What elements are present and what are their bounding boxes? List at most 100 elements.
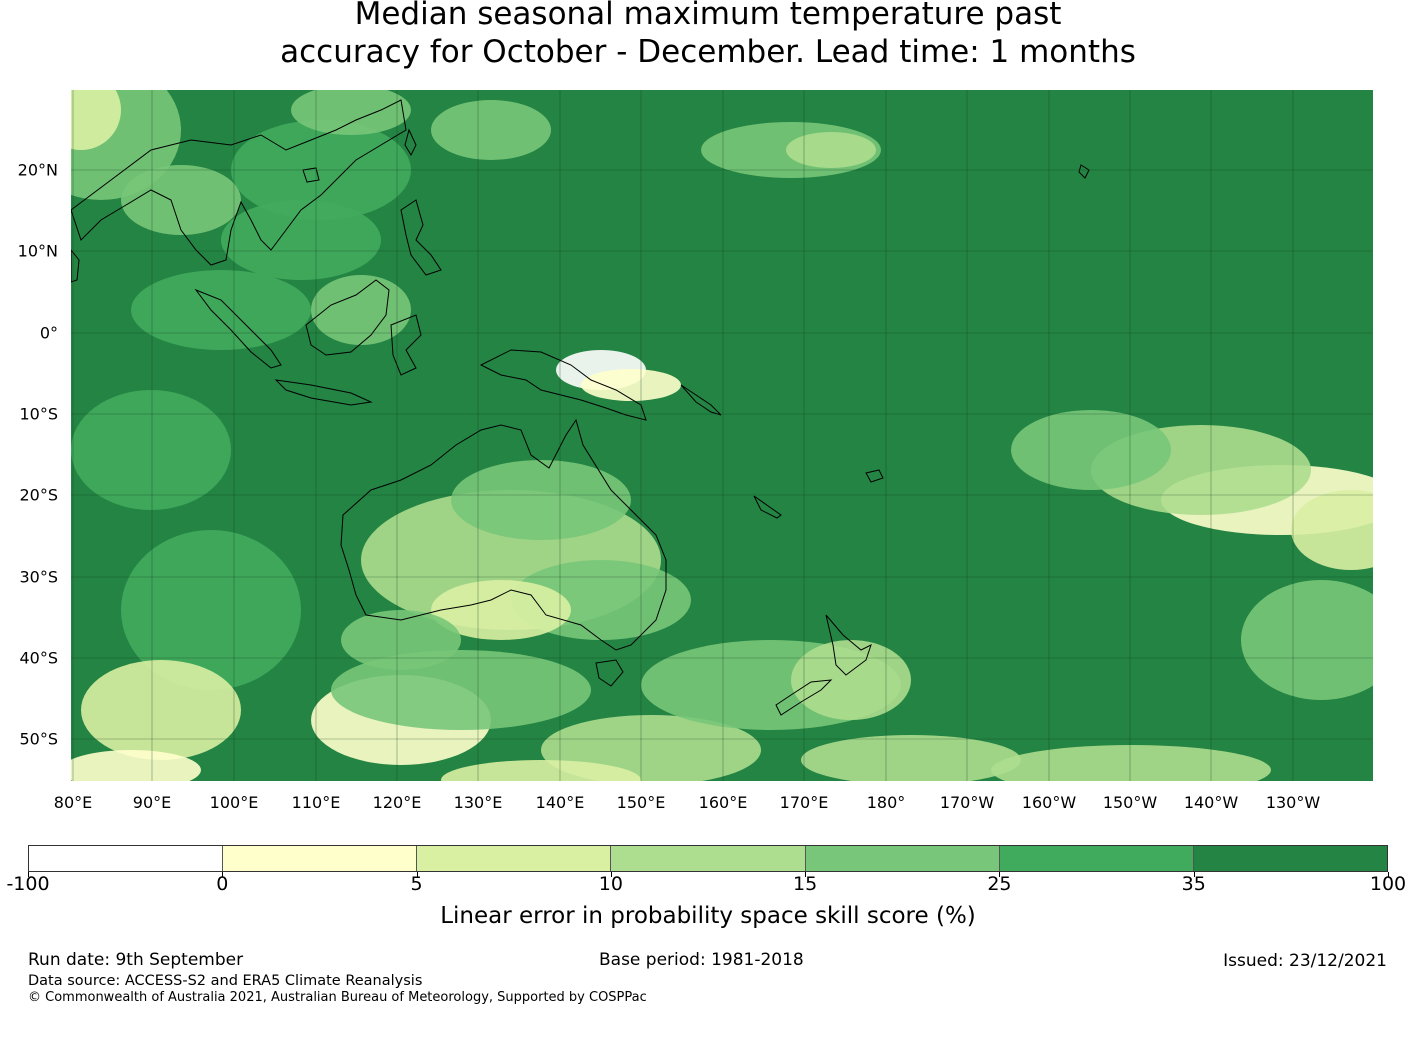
colorbar-tick-label: 35 — [1181, 873, 1206, 895]
skill-patch — [71, 750, 201, 781]
coastline — [595, 659, 624, 687]
coastline — [775, 679, 833, 716]
colorbar-tick-label: 15 — [793, 873, 818, 895]
base-period: Base period: 1981-2018 — [599, 950, 804, 970]
coastline — [302, 167, 320, 183]
issued-date: Issued: 23/12/2021 — [1223, 951, 1387, 971]
lon-label: 110°E — [291, 793, 341, 812]
coastline — [194, 288, 282, 369]
coastline — [753, 495, 782, 519]
colorbar-tickmark — [416, 872, 418, 877]
lon-label: 160°W — [1021, 793, 1077, 812]
colorbar-tickmark — [610, 872, 612, 877]
colorbar-tickmark — [999, 872, 1001, 877]
map-title-line-2: accuracy for October - December. Lead ti… — [280, 34, 1136, 70]
coastline — [680, 384, 722, 416]
skill-patch — [801, 735, 1021, 781]
skill-patch — [786, 132, 876, 168]
lon-label: 80°E — [53, 793, 93, 812]
skill-patch — [331, 650, 591, 730]
lat-label: 20°N — [17, 160, 58, 180]
map-gridlines — [71, 90, 1373, 781]
skill-patch — [581, 369, 681, 401]
skill-patch — [1291, 490, 1373, 570]
colorbar-segment — [417, 846, 612, 871]
lon-label: 150°E — [616, 793, 666, 812]
lat-label: 20°S — [19, 485, 58, 505]
lon-label: 180° — [866, 793, 906, 812]
colorbar-segment — [29, 846, 224, 871]
colorbar-segment — [611, 846, 806, 871]
lon-label: 140°E — [535, 793, 585, 812]
lon-label: 130°E — [453, 793, 503, 812]
skill-patch — [81, 660, 241, 760]
colorbar-tick-label: 10 — [598, 873, 623, 895]
lat-label: 40°S — [19, 648, 58, 668]
colorbar-segment — [1193, 846, 1387, 871]
coastline — [825, 614, 872, 676]
coastline — [305, 279, 390, 356]
lat-label: 10°S — [19, 404, 58, 424]
skill-patch — [1011, 410, 1171, 490]
coastlines — [71, 99, 1090, 716]
coastline — [274, 379, 373, 406]
lat-label: 30°S — [19, 567, 58, 587]
colorbar-tickmark — [805, 872, 807, 877]
colorbar-label: Linear error in probability space skill … — [440, 903, 976, 929]
colorbar-tickmark — [1193, 872, 1195, 877]
skill-patch — [121, 165, 241, 235]
skill-patch — [131, 270, 311, 350]
skill-patches — [71, 90, 1373, 781]
skill-patch — [451, 460, 631, 540]
lon-label: 130°W — [1265, 793, 1321, 812]
coastline — [1078, 164, 1090, 179]
lon-label: 120°E — [372, 793, 422, 812]
copyright-notice: © Commonwealth of Australia 2021, Austra… — [28, 990, 647, 1005]
lon-label: 90°E — [132, 793, 172, 812]
colorbar-tickmark — [1388, 872, 1389, 877]
skill-patch — [991, 745, 1271, 781]
skill-patch — [431, 580, 571, 640]
run-date: Run date: 9th September — [28, 950, 244, 970]
skill-patch — [441, 760, 641, 781]
skill-patch — [311, 275, 411, 345]
skill-patch — [431, 100, 551, 160]
colorbar-tick-label: 100 — [1369, 873, 1407, 895]
lat-label: 50°S — [19, 729, 58, 749]
colorbar-segment — [805, 846, 1000, 871]
colorbar-tickmark — [28, 872, 29, 877]
coastline — [340, 418, 667, 651]
skill-patch — [291, 90, 411, 135]
skill-patch — [791, 640, 911, 720]
lat-label: 10°N — [17, 241, 58, 261]
colorbar-segment — [223, 846, 418, 871]
lon-label: 100°E — [209, 793, 259, 812]
data-source: Data source: ACCESS-S2 and ERA5 Climate … — [28, 973, 423, 989]
coastline — [479, 349, 647, 421]
lon-label: 170°W — [939, 793, 995, 812]
skill-patch — [121, 530, 301, 690]
lon-label: 160°E — [698, 793, 748, 812]
coastline — [390, 314, 422, 376]
colorbar-tick-label: 5 — [410, 873, 423, 895]
skill-patch — [71, 390, 231, 510]
skill-patch — [71, 90, 121, 150]
map-title-line-1: Median seasonal maximum temperature past — [354, 0, 1062, 32]
coastline — [404, 128, 417, 157]
coastline — [71, 99, 407, 266]
colorbar-tick-label: -100 — [6, 873, 50, 895]
colorbar-segment — [999, 846, 1194, 871]
skill-patch — [1241, 580, 1373, 700]
skill-patch — [221, 200, 381, 280]
colorbar-tickmark — [222, 872, 224, 877]
lon-label: 150°W — [1102, 793, 1158, 812]
colorbar-tick-label: 25 — [987, 873, 1012, 895]
lat-label: 0° — [39, 323, 58, 343]
lon-label: 170°E — [779, 793, 829, 812]
coastline — [400, 199, 442, 276]
colorbar — [28, 845, 1388, 872]
colorbar-tick-label: 0 — [216, 873, 229, 895]
lon-label: 140°W — [1183, 793, 1239, 812]
coastline — [71, 249, 80, 283]
coastline — [865, 469, 884, 483]
